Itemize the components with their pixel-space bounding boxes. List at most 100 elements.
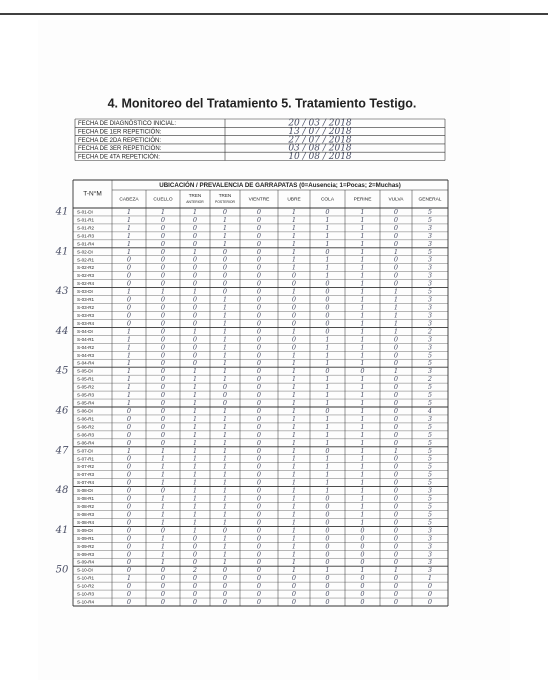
cell-value: 0 <box>223 590 227 598</box>
cell-value: 0 <box>257 296 261 304</box>
cell-value: 0 <box>127 598 131 606</box>
cell-value: 0 <box>223 566 227 574</box>
cell-value: 0 <box>127 431 131 439</box>
column-header: COLA <box>321 196 335 202</box>
cell-value: 0 <box>394 391 398 399</box>
cell-value: 0 <box>257 311 261 319</box>
cell-value: 0 <box>127 566 131 574</box>
row-id: S-03-R3 <box>77 313 95 318</box>
cell-value: 0 <box>257 423 261 431</box>
cell-value: 0 <box>127 264 131 272</box>
cell-value: 0 <box>127 439 131 447</box>
cell-value: 1 <box>223 487 227 495</box>
cell-value: 0 <box>127 423 131 431</box>
cell-value: 1 <box>292 359 296 367</box>
cell-value: 0 <box>325 296 329 304</box>
cell-value: 2 <box>427 327 432 335</box>
cell-value: 5 <box>428 423 432 431</box>
cell-value: 0 <box>325 280 329 288</box>
cell-value: 1 <box>292 383 296 391</box>
date-label: FECHA DE 1ER REPETICIÓN: <box>78 129 162 136</box>
cell-value: 1 <box>360 503 364 511</box>
cell-value: 0 <box>257 479 261 487</box>
cell-value: 1 <box>292 566 296 574</box>
cell-value: 3 <box>428 487 432 495</box>
cell-value: 0 <box>292 582 296 590</box>
cell-value: 0 <box>394 479 398 487</box>
cell-value: 0 <box>161 391 165 399</box>
cell-value: 5 <box>428 391 432 399</box>
cell-value: 1 <box>127 359 131 367</box>
cell-value: 0 <box>325 550 329 558</box>
cell-value: 0 <box>257 264 261 272</box>
cell-value: 0 <box>394 534 398 542</box>
row-id: S-03-R4 <box>77 321 95 326</box>
cell-value: 0 <box>193 598 197 606</box>
cell-value: 1 <box>292 256 296 264</box>
cell-value: 1 <box>193 407 197 415</box>
cell-value: 1 <box>292 550 296 558</box>
row-id: S-02-R2 <box>77 265 95 270</box>
cell-value: 0 <box>325 542 329 550</box>
cell-value: 0 <box>127 311 131 319</box>
cell-value: 0 <box>394 359 398 367</box>
cell-value: 1 <box>360 240 364 248</box>
cell-value: 0 <box>325 534 329 542</box>
cell-value: 1 <box>127 216 131 224</box>
cell-value: 0 <box>161 574 165 582</box>
cell-value: 0 <box>161 598 165 606</box>
cell-value: 1 <box>223 319 227 327</box>
column-header: POSTERIOR <box>215 200 236 204</box>
cell-value: 1 <box>325 391 329 399</box>
cell-value: 1 <box>223 510 227 518</box>
cell-value: 1 <box>193 367 197 375</box>
cell-value: 1 <box>394 447 398 455</box>
cell-value: 1 <box>394 367 398 375</box>
group-label: 41 <box>55 525 69 536</box>
row-id: S-08-DI <box>77 488 93 493</box>
cell-value: 0 <box>161 343 165 351</box>
cell-value: 0 <box>394 407 398 415</box>
cell-value: 0 <box>193 351 197 359</box>
row-id: S-03-DI <box>77 289 93 294</box>
cell-value: 1 <box>325 415 329 423</box>
cell-value: 0 <box>394 526 398 534</box>
cell-value: 0 <box>193 550 197 558</box>
cell-value: 0 <box>257 391 261 399</box>
cell-value: 0 <box>193 534 197 542</box>
cell-value: 0 <box>127 550 131 558</box>
cell-value: 0 <box>394 240 398 248</box>
cell-value: 1 <box>360 423 364 431</box>
cell-value: 1 <box>325 359 329 367</box>
cell-value: 0 <box>257 208 261 216</box>
cell-value: 5 <box>428 431 432 439</box>
cell-value: 1 <box>360 288 364 296</box>
cell-value: 3 <box>428 240 432 248</box>
cell-value: 0 <box>223 256 227 264</box>
cell-value: 1 <box>292 264 296 272</box>
cell-value: 5 <box>428 447 432 455</box>
cell-value: 0 <box>161 256 165 264</box>
cell-value: 1 <box>292 463 296 471</box>
cell-value: 0 <box>360 526 364 534</box>
cell-value: 0 <box>257 471 261 479</box>
cell-value: 0 <box>127 455 131 463</box>
cell-value: 0 <box>161 487 165 495</box>
cell-value: 0 <box>325 288 329 296</box>
document: 4. Monitoreo del Tratamiento 5. Tratamie… <box>0 0 548 682</box>
cell-value: 3 <box>428 542 432 550</box>
cell-value: 0 <box>193 232 197 240</box>
cell-value: 1 <box>360 407 364 415</box>
cell-value: 1 <box>325 224 329 232</box>
row-id: S-02-R1 <box>77 257 95 262</box>
id-header: T-N°M <box>83 190 101 198</box>
cell-value: 1 <box>360 518 364 526</box>
cell-value: 1 <box>161 463 165 471</box>
cell-value: 0 <box>223 391 227 399</box>
cell-value: 1 <box>292 423 296 431</box>
cell-value: 0 <box>127 256 131 264</box>
cell-value: 0 <box>360 367 364 375</box>
cell-value: 0 <box>257 280 261 288</box>
cell-value: 0 <box>325 304 329 312</box>
cell-value: 1 <box>360 216 364 224</box>
